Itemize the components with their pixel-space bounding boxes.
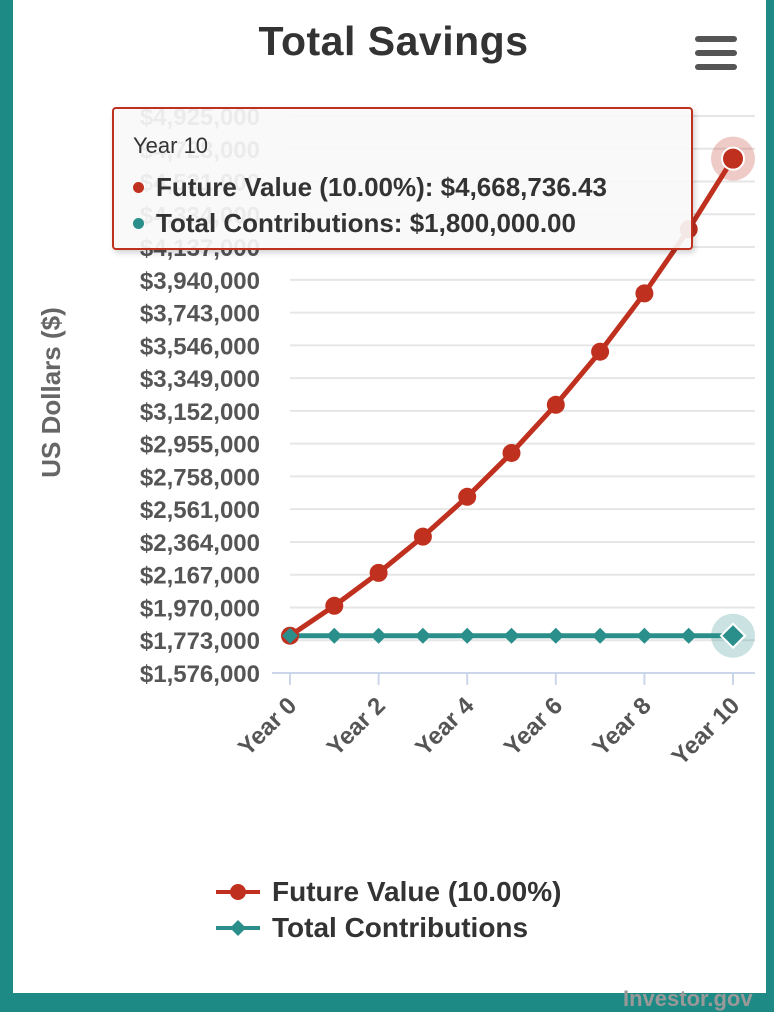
future-value-point[interactable]	[458, 487, 477, 506]
x-tick-label: Year 8	[588, 692, 657, 761]
future-value-point[interactable]	[502, 443, 521, 462]
future-value-point[interactable]	[369, 563, 388, 582]
total-contributions-point[interactable]	[459, 627, 476, 644]
future-value-point[interactable]	[325, 596, 344, 615]
future-value-point[interactable]	[635, 284, 654, 303]
x-tick-label: Year 4	[410, 692, 480, 762]
total-contributions-point[interactable]	[282, 627, 298, 644]
line-chart: $1,576,000 $1,773,000 $1,970,000 $2,167,000…	[36, 104, 755, 771]
y-axis-title: US Dollars ($)	[36, 307, 66, 478]
y-tick-label: $3,152,000	[140, 399, 260, 426]
total-contributions-point[interactable]	[680, 627, 697, 644]
hamburger-menu-icon[interactable]	[695, 36, 739, 72]
x-tick-label: Year 2	[322, 692, 391, 761]
y-tick-label: $2,561,000	[140, 497, 260, 524]
total-contributions-point[interactable]	[503, 627, 520, 644]
legend-label: Future Value (10.00%)	[272, 876, 562, 907]
y-tick-label: $2,758,000	[140, 464, 260, 491]
future-value-point[interactable]	[721, 146, 745, 171]
total-contributions-point[interactable]	[592, 627, 609, 644]
tooltip-row-total-contributions: Total Contributions: $1,800,000.00	[133, 205, 691, 241]
chart-legend: Future Value (10.00%) Total Contribution…	[216, 874, 561, 946]
chart-tooltip: Year 10 Future Value (10.00%): $4,668,73…	[112, 107, 693, 250]
tooltip-value: $4,668,736.43	[440, 172, 607, 202]
legend-line-diamond-icon	[216, 920, 260, 936]
tooltip-row-future-value: Future Value (10.00%): $4,668,736.43	[133, 169, 691, 205]
tooltip-label: Total Contributions:	[156, 208, 403, 238]
y-tick-label: $2,955,000	[140, 432, 260, 459]
future-value-point[interactable]	[591, 342, 610, 361]
y-tick-label: $3,349,000	[140, 366, 260, 393]
total-contributions-point[interactable]	[547, 627, 564, 644]
total-contributions-dot-icon	[133, 217, 144, 229]
total-contributions-point[interactable]	[719, 622, 747, 650]
y-tick-label: $2,364,000	[140, 530, 260, 557]
legend-label: Total Contributions	[272, 912, 529, 943]
y-tick-label: $2,167,000	[140, 563, 260, 590]
tooltip-label: Future Value (10.00%):	[156, 172, 434, 202]
x-tick-label: Year 10	[667, 692, 746, 771]
credits-link[interactable]: Investor.gov	[623, 986, 753, 1011]
x-tick-label: Year 0	[233, 692, 302, 761]
legend-line-circle-icon	[216, 884, 260, 900]
chart-title: Total Savings	[258, 18, 529, 64]
legend-item-total-contributions[interactable]: Total Contributions	[216, 910, 561, 946]
total-contributions-point[interactable]	[370, 627, 387, 644]
total-contributions-point[interactable]	[636, 627, 653, 644]
y-tick-label: $1,576,000	[140, 661, 260, 688]
legend-item-future-value[interactable]: Future Value (10.00%)	[216, 874, 561, 910]
tooltip-header: Year 10	[133, 133, 209, 158]
y-tick-label: $3,743,000	[140, 301, 260, 328]
y-tick-label: $1,970,000	[140, 595, 260, 622]
y-tick-label: $3,546,000	[140, 333, 260, 360]
y-tick-label: $1,773,000	[140, 628, 260, 655]
future-value-dot-icon	[133, 181, 144, 193]
tooltip-value: $1,800,000.00	[409, 208, 576, 238]
total-contributions-point[interactable]	[326, 627, 343, 644]
total-contributions-point[interactable]	[414, 627, 431, 644]
future-value-point[interactable]	[546, 395, 565, 414]
x-tick-label: Year 6	[499, 692, 568, 761]
y-tick-label: $3,940,000	[140, 268, 260, 295]
future-value-point[interactable]	[413, 527, 432, 546]
